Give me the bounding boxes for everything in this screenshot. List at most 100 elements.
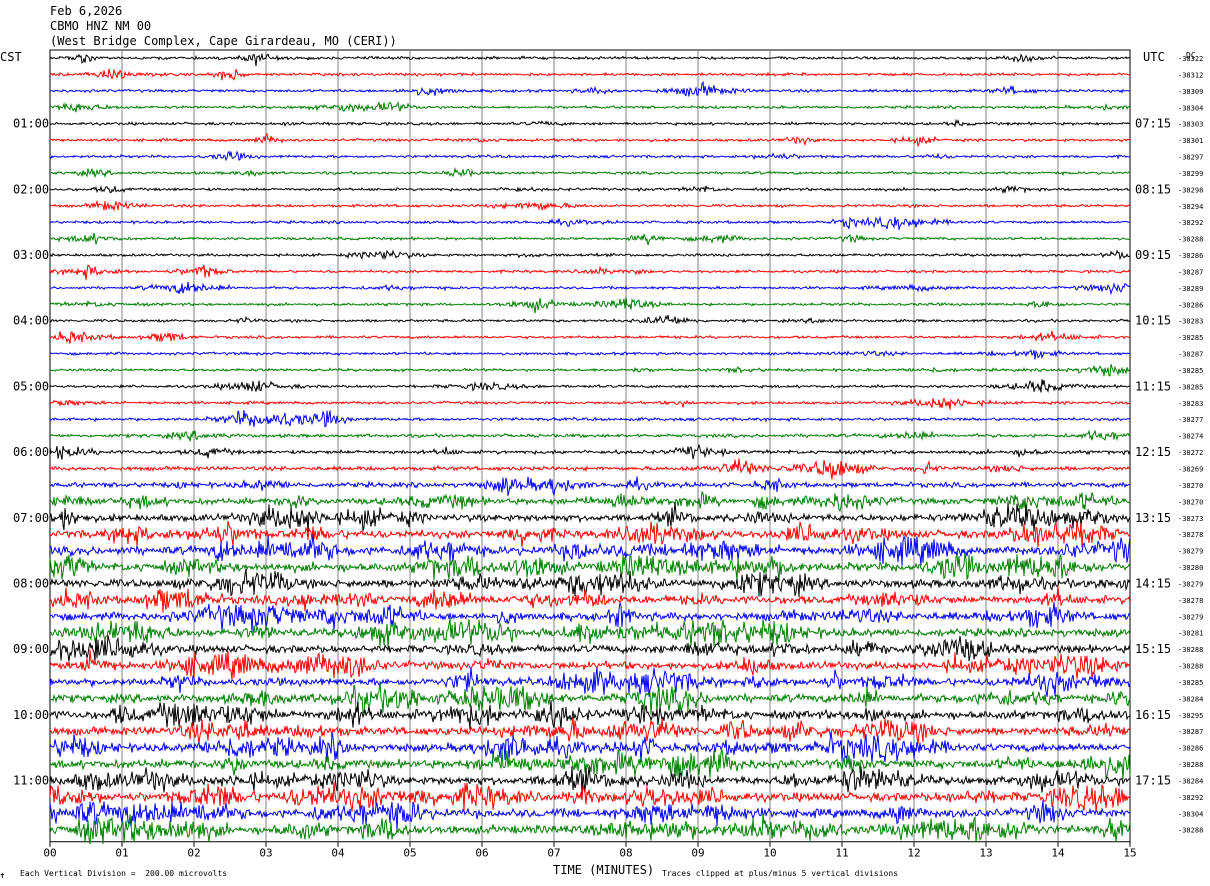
dc-offset-value: -38284: [1178, 695, 1203, 703]
x-tick-label: 04: [331, 847, 345, 860]
seismic-trace: [49, 476, 1130, 497]
seismic-trace: [49, 314, 1131, 325]
seismic-trace: [49, 732, 1131, 763]
dc-offset-value: -38303: [1178, 121, 1203, 129]
left-timezone-label: CST: [0, 50, 22, 64]
dc-offset-value: -38292: [1178, 219, 1203, 227]
dc-offset-value: -38295: [1178, 712, 1203, 720]
seismic-trace: [49, 349, 1131, 360]
seismic-trace: [49, 233, 1131, 246]
seismic-trace: [49, 396, 1131, 410]
seismic-trace: [49, 766, 1131, 795]
dc-offset-label: DC: [1186, 51, 1196, 60]
x-tick-label: 06: [475, 847, 488, 860]
seismic-trace: [49, 68, 1131, 81]
right-timezone-label: UTC: [1143, 50, 1165, 64]
right-hour-label: 16:15: [1135, 708, 1171, 722]
seismic-trace: [49, 249, 1131, 261]
right-hour-label: 15:15: [1135, 642, 1171, 656]
dc-offset-value: -38312: [1178, 71, 1203, 79]
dc-offset-value: -38285: [1178, 367, 1203, 375]
dc-offset-value: -38304: [1178, 810, 1203, 818]
x-tick-label: 01: [115, 847, 128, 860]
seismic-trace: [49, 100, 1131, 113]
seismic-trace: [49, 150, 1131, 162]
seismic-trace: [49, 717, 1131, 744]
dc-offset-value: -38279: [1178, 548, 1203, 556]
dc-offset-value: -38269: [1178, 466, 1203, 474]
seismic-trace: [49, 80, 1131, 97]
seismic-trace: [49, 649, 1131, 681]
dc-offset-value: -38273: [1178, 515, 1203, 523]
x-tick-label: 10: [763, 847, 776, 860]
seismic-trace: [49, 553, 1131, 582]
dc-offset-value: -38270: [1178, 498, 1203, 506]
seismic-trace: [49, 568, 1131, 597]
right-hour-label: 17:15: [1135, 773, 1171, 787]
x-tick-label: 07: [547, 847, 560, 860]
dc-offset-value: -38283: [1178, 400, 1203, 408]
right-hour-label: 14:15: [1135, 576, 1171, 590]
dc-offset-value: -38285: [1178, 334, 1203, 342]
seismic-trace: [49, 215, 1131, 230]
right-hour-label: 13:15: [1135, 511, 1171, 525]
dc-offset-value: -38304: [1178, 104, 1203, 112]
seismic-trace: [49, 364, 1131, 377]
dc-offset-value: -38280: [1178, 564, 1203, 572]
dc-offset-value: -38284: [1178, 777, 1203, 785]
dc-offset-value: -38286: [1178, 252, 1203, 260]
seismic-trace: [49, 700, 1131, 731]
seismic-trace: [49, 635, 1131, 662]
dc-offset-value: -38274: [1178, 433, 1203, 441]
station-location: (West Bridge Complex, Cape Girardeau, MO…: [50, 34, 397, 48]
seismic-trace: [49, 281, 1131, 296]
seismic-trace: [49, 800, 1131, 832]
seismic-trace: [49, 379, 1131, 394]
dc-offset-value: -38289: [1178, 285, 1203, 293]
left-hour-label: 11:00: [13, 773, 49, 787]
dc-offset-value: -38270: [1178, 482, 1203, 490]
dc-offset-value: -38279: [1178, 613, 1203, 621]
x-tick-label: 15: [1123, 847, 1136, 860]
dc-offset-value: -38297: [1178, 154, 1203, 162]
seismic-trace: [49, 166, 1131, 178]
left-hour-label: 01:00: [13, 117, 49, 131]
dc-offset-value: -38278: [1178, 531, 1203, 539]
seismic-trace: [49, 667, 1131, 697]
dc-offset-value: -38286: [1178, 301, 1203, 309]
seismic-trace: [49, 534, 1131, 566]
left-hour-label: 08:00: [13, 576, 49, 590]
dc-offset-value: -38286: [1178, 745, 1203, 753]
dc-offset-value: -38279: [1178, 580, 1203, 588]
seismic-trace: [49, 199, 1131, 212]
seismic-trace: [49, 410, 1131, 428]
seismic-trace: [49, 520, 1131, 548]
station-code: CBMO HNZ NM 00: [50, 19, 152, 33]
plot-date: Feb 6,2026: [50, 4, 123, 18]
seismic-trace: [49, 748, 1131, 780]
plot-frame: [49, 49, 1131, 843]
seismic-trace: [49, 490, 1131, 517]
seismic-trace: [49, 264, 1131, 281]
dc-offset-value: -38287: [1178, 351, 1203, 359]
dc-offset-value: -38298: [1178, 186, 1203, 194]
x-tick-label: 03: [259, 847, 272, 860]
seismic-trace: [49, 330, 1131, 344]
right-hour-label: 10:15: [1135, 314, 1171, 328]
clip-note: Traces clipped at plus/minus 5 vertical …: [662, 869, 899, 878]
left-hour-label: 04:00: [13, 314, 49, 328]
scale-note: Each Vertical Division = 200.00 microvol…: [20, 869, 228, 878]
dc-offset-value: -38283: [1178, 318, 1203, 326]
dc-offset-value: -38281: [1178, 630, 1203, 638]
seismic-trace: [49, 601, 1131, 633]
dc-offset-value: -38285: [1178, 383, 1203, 391]
x-tick-label: 00: [43, 847, 56, 860]
x-tick-label: 11: [835, 847, 848, 860]
seismic-trace: [49, 184, 1131, 195]
dc-offset-value: -38292: [1178, 794, 1203, 802]
x-tick-label: 02: [187, 847, 200, 860]
seismic-trace: [49, 680, 1131, 716]
dc-offset-value: -38285: [1178, 679, 1203, 687]
x-axis-label: TIME (MINUTES): [553, 863, 655, 877]
